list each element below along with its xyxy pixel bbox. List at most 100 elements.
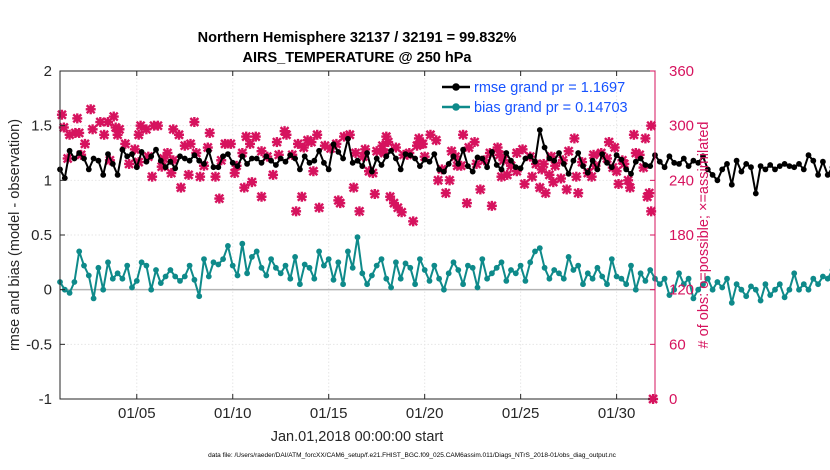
bias-point-150 (776, 281, 783, 288)
rmse-point-147 (762, 166, 769, 173)
rmse-point-114 (604, 159, 610, 166)
bias-point-148 (767, 292, 774, 298)
rmse-point-36 (229, 159, 236, 166)
bias-point-145 (752, 286, 759, 293)
rmse-point-24 (172, 165, 179, 172)
rmse-point-47 (282, 158, 289, 165)
obs-count-point-57 (425, 129, 436, 140)
rmse-point-18 (143, 158, 150, 165)
rmse-series (57, 127, 830, 197)
obs-count-point-150 (152, 120, 163, 131)
bias-point-6 (85, 272, 92, 279)
rmse-point-30 (201, 161, 207, 167)
rmse-point-145 (752, 190, 759, 197)
bias-point-62 (354, 234, 361, 241)
bias-point-139 (724, 275, 730, 282)
right-tick-label-0: 0 (669, 391, 677, 408)
bias-point-143 (743, 293, 750, 300)
left-tick-label-4: 1 (44, 172, 52, 189)
obs-count-point-67 (492, 142, 503, 153)
bias-point-23 (167, 267, 174, 273)
rmse-point-43 (263, 153, 270, 160)
obs-count-point-38 (298, 142, 309, 153)
rmse-point-50 (297, 166, 303, 173)
rmse-point-63 (359, 163, 366, 170)
bias-point-19 (148, 286, 155, 293)
bias-point-68 (383, 275, 390, 282)
obs-count-point-129 (348, 182, 359, 193)
rmse-point-75 (417, 163, 423, 170)
bias-point-14 (124, 262, 131, 269)
bias-point-39 (244, 270, 251, 277)
legend-bias-marker (452, 103, 460, 111)
rmse-point-102 (546, 155, 553, 162)
rmse-point-33 (215, 164, 222, 171)
rmse-point-138 (719, 166, 726, 173)
bias-point-95 (512, 270, 519, 277)
obs-count-point-112 (540, 188, 551, 199)
rmse-point-152 (786, 163, 793, 170)
rmse-point-109 (580, 163, 586, 170)
obs-count-point-122 (646, 206, 657, 217)
rmse-point-22 (162, 164, 169, 171)
rmse-point-74 (412, 155, 418, 162)
bias-point-104 (556, 270, 562, 277)
obs-count-point-164 (469, 137, 480, 148)
x-tick-label-3: 01/20 (406, 405, 444, 422)
obs-count-point-183 (74, 127, 85, 138)
obs-count-point-134 (183, 169, 194, 180)
bias-point-27 (186, 262, 193, 269)
bias-point-13 (119, 275, 126, 282)
obs-count-point-4 (95, 117, 106, 128)
rmse-point-112 (594, 166, 601, 173)
rmse-point-119 (628, 170, 634, 177)
rmse-point-67 (378, 162, 385, 168)
rmse-point-70 (393, 155, 399, 162)
obs-count-point-173 (625, 182, 636, 193)
bias-point-3 (71, 279, 78, 285)
left-tick-label-0: -1 (39, 391, 52, 408)
bias-point-107 (570, 267, 577, 273)
right-tick-label-3: 180 (669, 227, 694, 244)
rmse-point-19 (148, 153, 155, 160)
bias-point-129 (676, 270, 682, 277)
bias-point-120 (632, 286, 639, 293)
obs-count-point-146 (56, 109, 67, 120)
bias-point-111 (589, 275, 596, 282)
obs-count-point-8 (120, 138, 131, 149)
rmse-point-88 (479, 155, 486, 162)
bias-point-21 (157, 280, 164, 286)
bias-point-112 (594, 264, 601, 271)
bias-point-113 (599, 273, 606, 280)
obs-count-point-63 (463, 142, 474, 153)
obs-count-point-158 (279, 126, 290, 137)
bias-point-59 (340, 281, 346, 288)
bias-point-159 (820, 273, 826, 280)
bias-point-47 (282, 262, 289, 269)
rmse-point-97 (522, 155, 529, 162)
rmse-point-5 (81, 155, 87, 162)
obs-count-point-132 (229, 168, 240, 179)
rmse-point-51 (301, 153, 308, 160)
obs-count-point-149 (124, 158, 135, 169)
bias-point-87 (474, 284, 481, 291)
bias-point-109 (580, 281, 586, 288)
bias-point-115 (608, 256, 615, 262)
rmse-point-92 (498, 166, 505, 173)
obs-count-point-98 (354, 206, 365, 217)
obs-count-point-141 (110, 122, 121, 133)
bias-point-29 (196, 293, 203, 300)
bias-point-12 (114, 270, 121, 277)
obs-count-point-78 (563, 146, 574, 157)
rmse-point-150 (776, 163, 783, 170)
obs-count-point-116 (573, 188, 584, 199)
bias-point-149 (772, 286, 778, 293)
obs-count-point-152 (175, 182, 186, 193)
rmse-point-84 (460, 146, 466, 153)
right-tick-label-1: 60 (669, 336, 686, 353)
rmse-point-126 (661, 164, 668, 171)
rmse-point-77 (426, 158, 433, 165)
bias-point-155 (800, 281, 807, 288)
obs-count-point-130 (333, 195, 344, 206)
